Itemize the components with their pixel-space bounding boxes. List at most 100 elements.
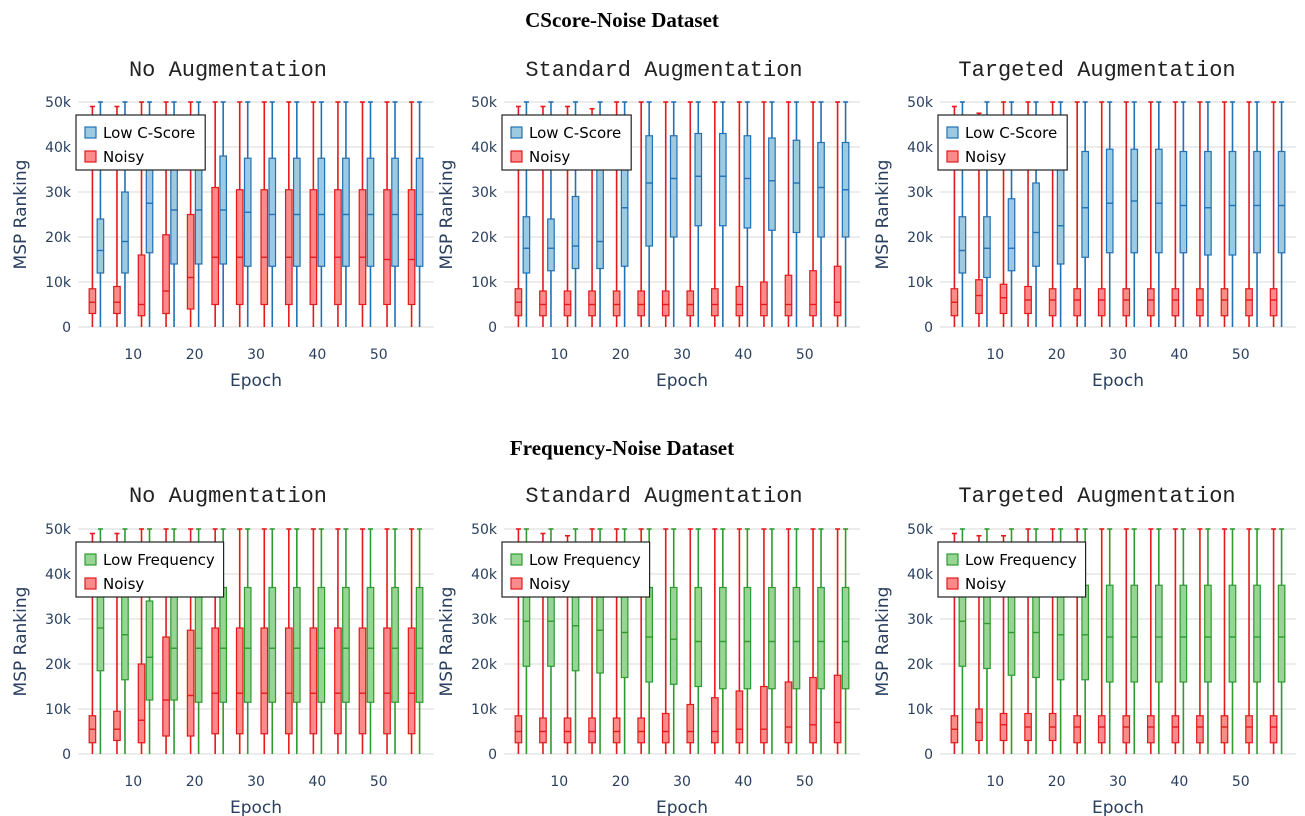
box-body [588,290,596,317]
legend-label: Noisy [529,148,570,166]
box-body [596,166,604,270]
y-axis-title: MSP Ranking [11,587,31,697]
box-body [686,290,695,317]
y-tick-label: 30k [471,185,498,201]
panel-title: Standard Augmentation [525,58,802,83]
box-body [1245,288,1253,317]
box-body [1179,584,1188,683]
chart-panel: 0 10k 20k 30k 40k 50k 10 20 30 40 50 Epoch MSP Ranki… [873,95,1296,391]
box-body [743,586,752,690]
box-red [1245,528,1253,754]
box-body [1007,584,1016,676]
legend-label: Low Frequency [529,551,641,569]
y-tick-label: 30k [907,185,934,201]
box-body [612,290,621,317]
box-body [342,157,350,267]
box-red [383,101,391,327]
x-tick-label: 10 [986,774,1004,790]
box-red [334,101,342,327]
section-title-cscore: CScore-Noise Dataset [525,8,719,32]
box-body [1056,168,1065,265]
box-body [539,717,547,744]
x-axis-title: Epoch [656,371,708,391]
box-body [366,157,375,267]
box-blue [1228,101,1237,327]
box-blue [1277,101,1286,327]
legend: Low C-Score Noisy [501,114,632,171]
box-green [817,528,825,754]
box-red [1245,101,1253,327]
box-body [817,586,825,690]
box-body [975,708,983,742]
box-body [186,629,195,737]
y-tick-label: 0 [62,320,71,336]
box-body [514,715,523,744]
x-tick-label: 20 [1048,774,1066,790]
legend-swatch-red [946,150,959,163]
y-tick-label: 0 [62,747,71,763]
x-tick-label: 20 [1048,347,1066,363]
box-green [292,528,301,754]
y-tick-label: 30k [907,612,934,628]
box-body [760,685,768,744]
legend-label: Noisy [103,148,144,166]
box-red [1146,101,1155,327]
y-axis-title: MSP Ranking [873,587,893,697]
legend: Low Frequency Noisy [937,541,1087,598]
box-blue [645,101,654,327]
x-tick-label: 10 [986,347,1004,363]
y-tick-label: 10k [45,275,72,291]
box-body [637,290,646,317]
box-body [170,586,178,701]
legend-label: Low Frequency [965,551,1077,569]
panel-title: Standard Augmentation [525,484,802,509]
box-body [391,586,399,703]
box-red [1171,528,1180,754]
chart-panel: 0 10k 20k 30k 40k 50k 10 20 30 40 50 Epoch MSP Ranki… [11,522,434,816]
legend-swatch-green [946,553,959,566]
box-green [317,528,326,754]
y-axis-title: MSP Ranking [11,160,31,270]
y-tick-label: 40k [45,140,72,156]
box-green [792,528,801,754]
legend-swatch-green [510,553,523,566]
box-body [317,586,326,703]
legend-swatch-red [84,150,97,163]
box-body [999,712,1008,742]
panel-title: Targeted Augmentation [958,58,1235,83]
box-body [547,218,555,272]
box-body [1179,150,1188,254]
box-body [563,290,572,317]
box-green [1228,528,1237,754]
x-tick-label: 30 [1109,774,1127,790]
box-body [1245,715,1253,744]
box-body [833,674,842,744]
box-body [637,717,646,744]
x-tick-label: 50 [370,774,388,790]
box-body [88,288,97,315]
box-red [1073,101,1082,327]
box-body [162,234,170,315]
legend-swatch-blue [510,126,523,139]
box-red [1097,528,1106,754]
box-body [694,132,703,227]
x-axis-title: Epoch [230,371,282,391]
box-body [563,717,572,744]
box-red [735,528,744,754]
box-red [309,101,318,327]
box-red [260,528,269,754]
box-body [235,189,244,306]
box-green [366,528,375,754]
box-body [292,157,301,267]
y-tick-label: 50k [907,522,934,538]
box-red [284,528,293,754]
box-blue [743,101,752,327]
box-green [1154,528,1163,754]
x-tick-label: 40 [734,347,752,363]
box-blue [243,101,252,327]
box-blue [792,101,801,327]
box-red [211,101,220,327]
y-axis-title: MSP Ranking [873,160,893,270]
box-red [309,528,318,754]
